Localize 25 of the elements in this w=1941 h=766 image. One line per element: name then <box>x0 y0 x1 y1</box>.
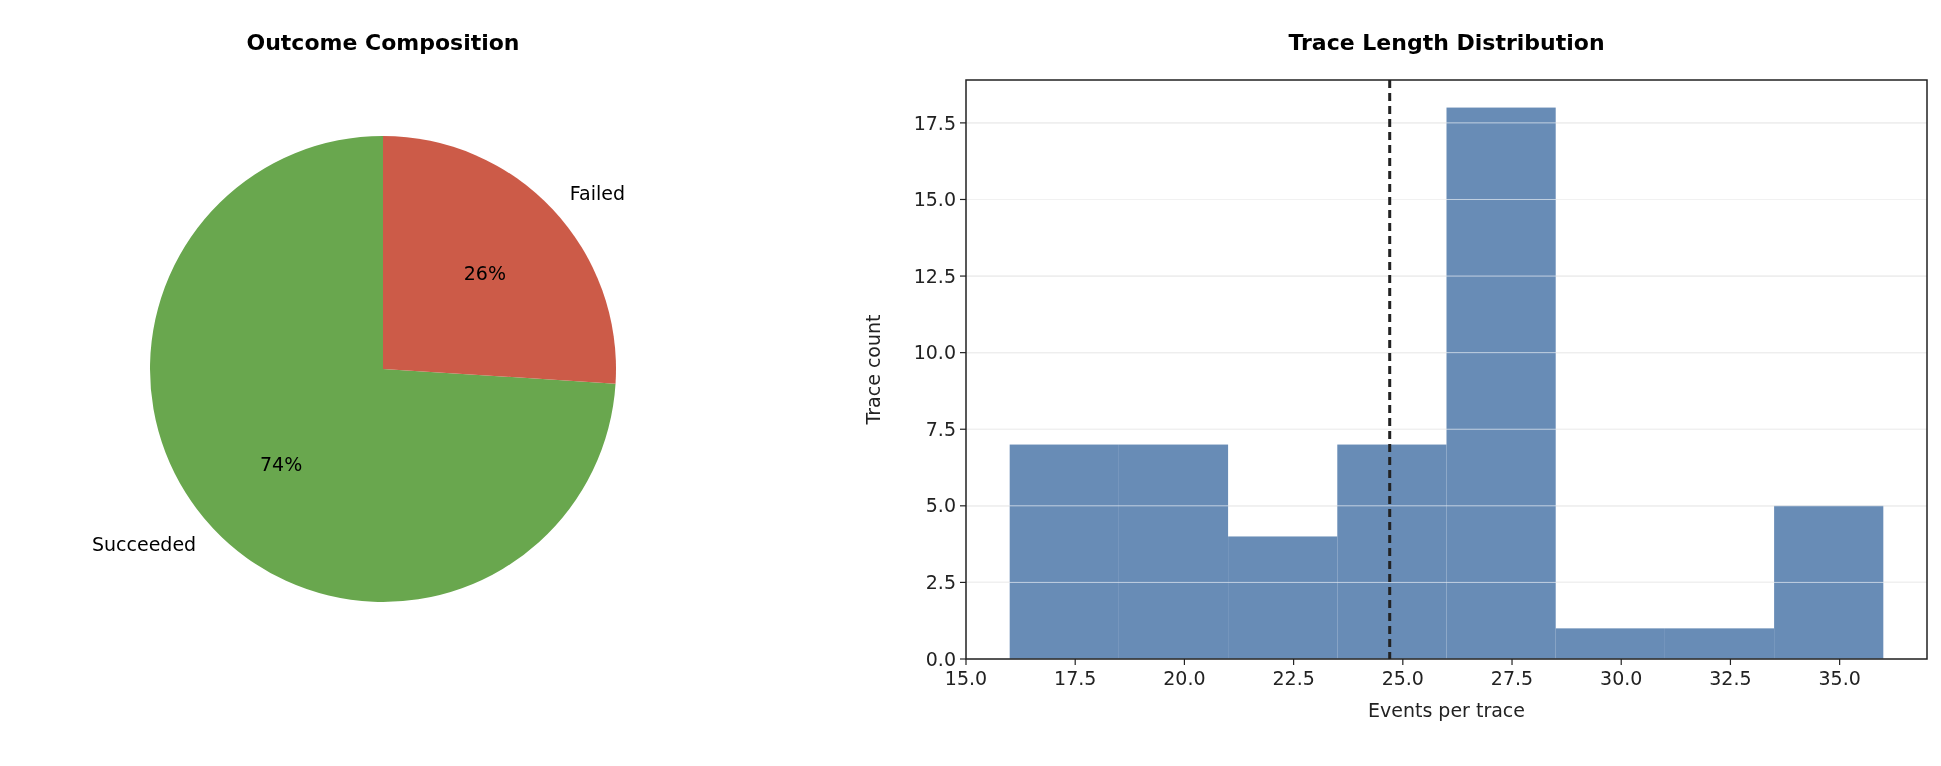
x-tick-label: 22.5 <box>1272 667 1315 689</box>
x-tick-label: 25.0 <box>1381 667 1424 689</box>
data-label: 74% <box>259 453 303 476</box>
y-tick-label: 0.0 <box>925 647 956 670</box>
x-tick-label: 32.5 <box>1709 667 1752 689</box>
chart-title: Trace Length Distribution <box>1288 30 1605 55</box>
x-tick-label: 27.5 <box>1490 667 1534 689</box>
data-label: 26% <box>463 261 507 284</box>
y-tick-label: 10.0 <box>913 341 956 364</box>
x-tick-label: 15.0 <box>944 667 988 689</box>
x-tick-label: 20.0 <box>1163 667 1206 689</box>
y-tick-label: 2.5 <box>925 571 956 594</box>
y-tick-label: 7.5 <box>925 417 956 440</box>
chart-title: Outcome Composition <box>246 30 520 55</box>
y-tick-label: 5.0 <box>925 494 956 517</box>
x-tick-label: 30.0 <box>1600 667 1643 689</box>
x-tick-label: 17.5 <box>1054 667 1097 689</box>
y-tick-label: 15.0 <box>913 188 956 211</box>
slice-label: Failed <box>569 182 625 205</box>
slice-label: Succeeded <box>91 533 197 556</box>
y-tick-label: 12.5 <box>913 264 956 287</box>
y-tick-label: 17.5 <box>913 111 956 134</box>
y-axis-title: Trace count <box>862 314 884 426</box>
x-axis-title: Events per trace <box>1367 699 1526 721</box>
x-tick-label: 35.0 <box>1818 667 1861 689</box>
